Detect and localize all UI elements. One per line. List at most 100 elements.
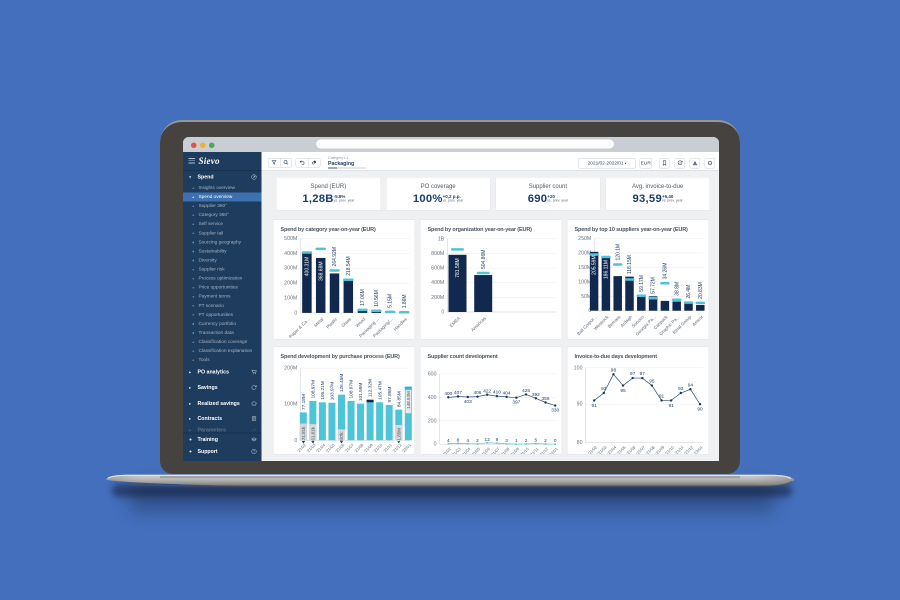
svg-text:9: 9 — [496, 437, 499, 443]
svg-text:91: 91 — [592, 403, 598, 409]
svg-text:422: 422 — [483, 388, 491, 394]
svg-text:118.15M: 118.15M — [627, 255, 633, 274]
svg-text:93: 93 — [678, 386, 684, 392]
svg-text:77.18M: 77.18M — [301, 394, 307, 410]
svg-text:Wood: Wood — [354, 316, 366, 328]
svg-text:97.85M: 97.85M — [387, 387, 393, 403]
svg-text:407: 407 — [454, 390, 462, 396]
svg-text:Invoice-to-due days developmen: Invoice-to-due days development — [575, 354, 658, 360]
svg-text:'21/08: '21/08 — [353, 442, 365, 454]
svg-text:-987k: -987k — [339, 432, 344, 444]
svg-text:108.97M: 108.97M — [349, 380, 355, 399]
svg-text:Bemara: Bemara — [607, 314, 622, 329]
svg-text:90: 90 — [697, 407, 703, 413]
svg-text:84.85M: 84.85M — [396, 391, 402, 407]
svg-text:600: 600 — [428, 371, 437, 377]
svg-text:57.72M: 57.72M — [651, 277, 657, 294]
svg-text:'21/12: '21/12 — [391, 442, 403, 454]
svg-text:26.4M: 26.4M — [686, 285, 692, 299]
svg-text:1B: 1B — [438, 236, 445, 242]
svg-text:95: 95 — [649, 379, 655, 385]
svg-text:-1.85M: -1.85M — [396, 428, 401, 442]
svg-text:2: 2 — [544, 438, 547, 444]
svg-text:'21/11: '21/11 — [382, 442, 393, 453]
svg-text:10.56M: 10.56M — [374, 290, 380, 307]
svg-text:97: 97 — [630, 371, 636, 377]
svg-text:'21/06: '21/06 — [625, 444, 637, 454]
svg-text:'21/07: '21/07 — [489, 446, 501, 455]
svg-text:'21/08: '21/08 — [644, 444, 656, 454]
svg-text:148.53M: 148.53M — [406, 391, 411, 409]
svg-text:Spend development by purchase: Spend development by purchase process (E… — [281, 354, 400, 360]
svg-text:3: 3 — [505, 438, 508, 444]
svg-text:94: 94 — [688, 382, 694, 388]
svg-text:1: 1 — [515, 438, 518, 444]
svg-text:2: 2 — [476, 438, 479, 444]
svg-text:'21/09: '21/09 — [363, 442, 375, 454]
svg-text:356: 356 — [542, 396, 550, 402]
svg-text:'21/04: '21/04 — [315, 442, 327, 454]
svg-text:'22/01: '22/01 — [693, 444, 705, 454]
svg-text:'21/12: '21/12 — [538, 446, 550, 455]
svg-text:'21/02: '21/02 — [441, 446, 453, 455]
svg-text:'21/05: '21/05 — [616, 444, 628, 454]
svg-text:0: 0 — [554, 438, 557, 444]
svg-text:'21/03: '21/03 — [305, 442, 317, 454]
svg-text:12: 12 — [485, 437, 491, 443]
svg-text:8: 8 — [457, 437, 460, 443]
svg-text:100M: 100M — [284, 402, 297, 408]
svg-text:403: 403 — [464, 399, 472, 405]
svg-text:100M: 100M — [284, 296, 297, 302]
svg-text:95: 95 — [620, 388, 626, 394]
svg-text:Paper & Ca...: Paper & Ca... — [288, 317, 311, 340]
svg-text:-461.61k: -461.61k — [310, 426, 315, 444]
svg-text:17.06M: 17.06M — [360, 289, 366, 306]
svg-text:'22/01: '22/01 — [401, 442, 413, 454]
svg-text:1.86M: 1.86M — [402, 294, 408, 308]
svg-text:218.54M: 218.54M — [346, 256, 352, 275]
svg-text:250M: 250M — [578, 236, 591, 242]
svg-text:4: 4 — [447, 438, 450, 444]
svg-text:'21/10: '21/10 — [664, 444, 676, 454]
svg-text:98: 98 — [611, 367, 617, 373]
svg-text:91: 91 — [659, 393, 665, 399]
svg-text:264.92M: 264.92M — [332, 247, 338, 266]
svg-text:'21/10: '21/10 — [372, 442, 384, 454]
svg-text:397: 397 — [512, 400, 520, 406]
svg-text:'21/02: '21/02 — [587, 444, 599, 454]
svg-text:392: 392 — [532, 392, 540, 398]
svg-text:'21/02: '21/02 — [296, 442, 308, 454]
svg-text:'21/11: '21/11 — [674, 444, 685, 454]
svg-text:112.32M: 112.32M — [368, 379, 374, 397]
svg-text:'21/03: '21/03 — [451, 446, 463, 455]
svg-text:101.59M: 101.59M — [358, 383, 364, 402]
svg-text:?: ? — [253, 450, 255, 454]
svg-text:-171.81k: -171.81k — [301, 426, 306, 444]
svg-text:100M: 100M — [578, 279, 591, 285]
svg-text:90: 90 — [577, 402, 583, 408]
svg-text:Americas: Americas — [470, 315, 487, 332]
svg-text:Spend by category year-on-year: Spend by category year-on-year (EUR) — [281, 227, 376, 233]
svg-text:'21/03: '21/03 — [596, 444, 608, 454]
svg-text:150M: 150M — [578, 265, 591, 271]
svg-text:406: 406 — [473, 390, 481, 396]
svg-text:91: 91 — [669, 403, 675, 409]
svg-text:200M: 200M — [284, 281, 297, 287]
svg-text:59.17M: 59.17M — [639, 275, 645, 292]
svg-text:425: 425 — [522, 388, 530, 394]
svg-text:'21/09: '21/09 — [509, 446, 521, 455]
svg-text:Spend by organization year-on-: Spend by organization year-on-year (EUR) — [428, 227, 533, 233]
svg-text:Plastic: Plastic — [325, 316, 338, 329]
svg-text:0: 0 — [588, 308, 591, 314]
svg-text:EMEA: EMEA — [449, 316, 462, 329]
svg-text:'21/10: '21/10 — [519, 446, 531, 455]
svg-text:186.11M: 186.11M — [604, 260, 610, 279]
svg-text:504.86M: 504.86M — [481, 250, 487, 269]
svg-text:126.45M: 126.45M — [339, 374, 345, 393]
svg-text:Supplier count development: Supplier count development — [428, 354, 498, 360]
svg-text:'21/12: '21/12 — [683, 444, 695, 454]
svg-text:'21/06: '21/06 — [334, 442, 346, 454]
svg-text:781.58M: 781.58M — [455, 258, 461, 277]
svg-text:0: 0 — [441, 310, 444, 316]
svg-text:Amcor: Amcor — [691, 314, 704, 327]
